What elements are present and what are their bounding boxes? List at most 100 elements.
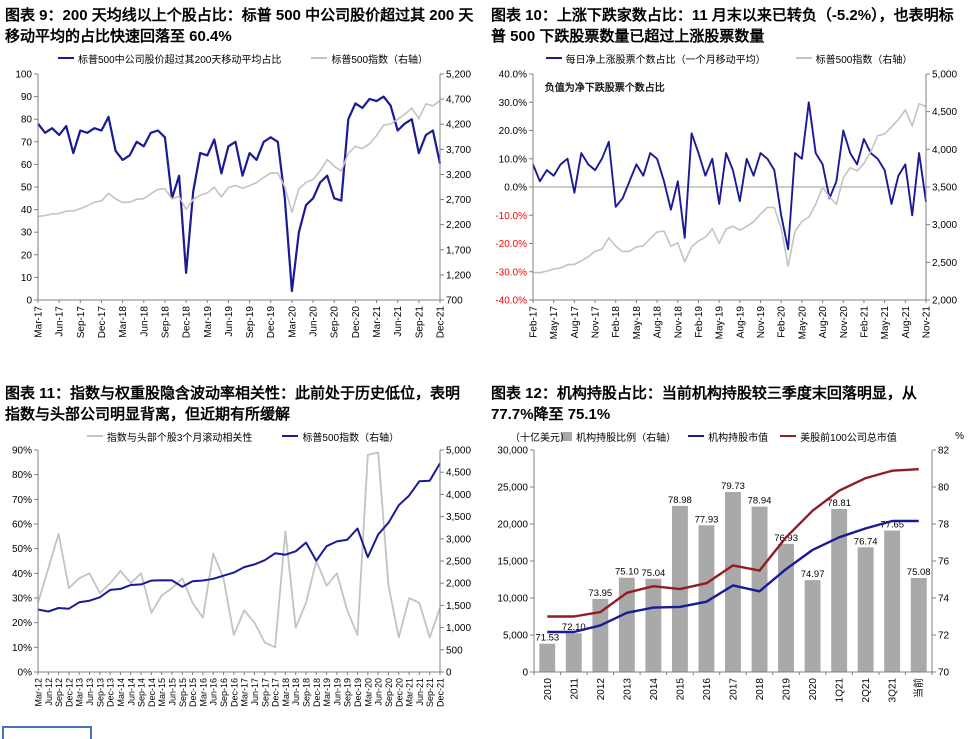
legend-line-swatch-icon (780, 434, 797, 438)
legend-label: 指数与头部个股3个月滚动相关性 (106, 432, 253, 444)
left-axis-tick-label: 40 (21, 205, 33, 216)
bar-value-label: 75.04 (642, 568, 666, 579)
right-axis-tick-label: 0 (446, 668, 452, 679)
x-axis-tick-label: Sep-15 (178, 678, 188, 707)
right-axis-tick-label: 82 (938, 446, 950, 457)
x-axis-tick-label: Dec-20 (394, 678, 404, 707)
x-axis-tick-label: Sep-17 (76, 306, 87, 339)
series-line (532, 101, 927, 251)
x-axis-tick-label: Jun-18 (291, 678, 301, 706)
right-axis-tick-label: 4,000 (932, 145, 957, 156)
x-axis-tick-label: 2018 (755, 678, 766, 701)
x-axis-tick-label: Mar-20 (287, 306, 298, 338)
x-axis-tick-label: Mar-21 (405, 678, 415, 707)
x-axis-tick-label: 2020 (808, 678, 819, 701)
right-axis-tick-label: 4,000 (446, 490, 471, 501)
bar-value-label: 78.94 (748, 496, 772, 507)
right-axis-tick-label: 2,500 (932, 258, 957, 269)
x-axis-labels: Feb-17 May-17 Aug-17 Nov-17 Feb-18 May-18 Aug-… (529, 300, 933, 339)
x-axis-tick-label: Dec-18 (182, 306, 193, 339)
x-axis-tick-label: Mar-17 (34, 306, 45, 338)
left-axis-tick-label: 30 (21, 228, 33, 239)
bar-value-label: 75.08 (907, 567, 931, 578)
x-axis-tick-label: Dec-21 (436, 306, 447, 339)
x-axis-tick-label: Jun-17 (250, 678, 260, 706)
bar (910, 578, 927, 672)
legend-label: 标普500指数（右轴） (302, 432, 400, 444)
right-axis-tick-label: 4,500 (446, 468, 471, 479)
right-axis-tick-label: 500 (446, 645, 463, 656)
left-axis-tick-label: 10,000 (497, 594, 528, 605)
x-axis-tick-label: Sep-20 (330, 306, 341, 339)
x-axis-tick-label: Mar-17 (240, 678, 250, 707)
x-axis-labels: Mar-12 Jun-12 Sep-12 Dec-12 Mar-13 Jun-13 Sep-… (34, 672, 446, 707)
x-axis-tick-label: Mar-18 (281, 678, 291, 707)
bar-value-label: 74.97 (801, 569, 825, 580)
bar-value-label: 78.98 (668, 495, 692, 506)
x-axis-tick-label: Feb-17 (529, 306, 540, 338)
left-axis-tick-label: 60 (21, 160, 33, 171)
x-axis-tick-label: Sep-12 (54, 678, 64, 707)
figure-11-legend: 指数与头部个股3个月滚动相关性 标普500指数（右轴） (0, 428, 486, 444)
bar (884, 530, 901, 672)
footer-table-fragment (2, 726, 92, 739)
right-axis-tick-label: 1,000 (446, 623, 471, 634)
bar-value-label: 72.10 (562, 622, 586, 633)
x-axis-tick-label: Sep-13 (95, 678, 105, 707)
legend-line-swatch-icon (311, 56, 328, 60)
x-axis-tick-label: Dec-19 (353, 678, 363, 707)
x-axis-tick-label: Sep-18 (302, 678, 312, 707)
left-axis-tick-label: 40.0% (499, 70, 527, 81)
series-line (547, 519, 919, 634)
left-axis-tick-label: -30.0% (495, 267, 527, 278)
left-axis-tick-label: 0 (26, 296, 32, 307)
x-axis-tick-label: Mar-19 (322, 678, 332, 707)
legend-item: 机构持股市值 (688, 429, 768, 444)
legend-label: 标普500指数（右轴） (815, 54, 913, 66)
figure-9-chart: 10090807060504030201005,2004,7004,2003,7… (15, 70, 471, 339)
x-axis-tick-label: Dec-19 (266, 306, 277, 339)
bar (539, 643, 556, 672)
x-axis-tick-label: Dec-20 (351, 306, 362, 339)
x-axis-tick-label: Nov-18 (673, 306, 684, 339)
x-axis-tick-label: Mar-16 (198, 678, 208, 707)
right-axis-tick-label: 3,500 (446, 512, 471, 523)
left-axis-tick-label: 80% (12, 470, 32, 481)
legend-label: 美股前100公司总市值 (800, 432, 897, 444)
x-axis-tick-label: Sep-19 (343, 678, 353, 707)
x-axis-tick-label: 1Q21 (835, 678, 846, 703)
x-axis-tick-label: Sep-14 (137, 678, 147, 707)
x-axis-tick-label: 2013 (622, 678, 633, 701)
legend-line-swatch-icon (545, 56, 562, 60)
right-axis-labels: 5,200 4,700 4,200 3,700 3,200 2,700 2,200 1,700… (440, 70, 471, 307)
right-axis-tick-label: 70 (938, 668, 950, 679)
right-axis-unit-label: % (955, 430, 964, 442)
legend-label: 机构持股比例（右轴） (576, 432, 677, 444)
left-axis-tick-label: 70 (21, 137, 33, 148)
left-axis-tick-label: 90% (12, 446, 32, 457)
x-axis-tick-label: Jun-18 (139, 306, 150, 337)
x-axis-tick-label: Jun-12 (44, 678, 54, 706)
x-axis-tick-label: May-20 (797, 306, 808, 340)
left-axis-tick-label: 15,000 (497, 557, 528, 568)
x-axis-tick-label: Nov-19 (756, 306, 767, 339)
right-axis-tick-label: 74 (938, 594, 950, 605)
left-axis-tick-label: 20,000 (497, 520, 528, 531)
series-line (37, 99, 441, 218)
legend-item: 指数与头部个股3个月滚动相关性 (86, 429, 253, 444)
legend-item: 机构持股比例（右轴） (561, 429, 676, 444)
x-axis-tick-label: May-21 (880, 306, 891, 340)
x-axis-tick-label: Sep-20 (384, 678, 394, 707)
left-axis-tick-label: 20% (12, 618, 32, 629)
annotation-negative-note: 负值为净下跌股票个数占比 (545, 81, 665, 94)
bar-value-label: 75.10 (615, 567, 639, 578)
bar-value-label: 78.81 (827, 498, 851, 509)
right-axis-tick-label: 5,000 (446, 446, 471, 457)
bar (857, 547, 874, 672)
x-axis-tick-label: Dec-16 (229, 678, 239, 707)
x-axis-labels: Mar-17 Jun-17 Sep-17 Dec-17 Mar-18 Jun-18 Sep-… (34, 300, 447, 338)
legend-line-swatch-icon (282, 434, 299, 438)
figure-9-legend: 标普500中公司股价超过其200天移动平均占比 标普500指数（右轴） (0, 50, 486, 66)
figure-10-panel: 图表 10：上涨下跌家数占比：11 月末以来已转负（-5.2%），也表明标普 5… (486, 0, 972, 376)
